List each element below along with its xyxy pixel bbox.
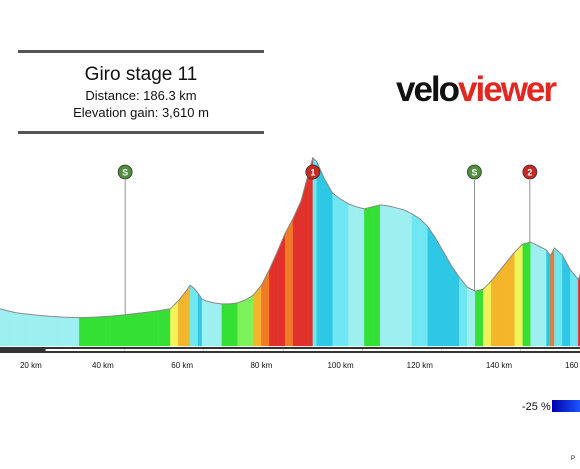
- profile-segment: [395, 207, 405, 347]
- profile-segment: [213, 302, 222, 347]
- profile-segment: [451, 265, 460, 347]
- marker-badge: [117, 164, 133, 180]
- profile-segment: [562, 254, 571, 347]
- x-tick-label: 160 km: [565, 361, 580, 370]
- x-tick-label: 60 km: [171, 361, 193, 370]
- profile-segment: [94, 315, 112, 347]
- profile-segment: [324, 178, 333, 347]
- profile-segment: [261, 269, 270, 347]
- profile-segment: [63, 316, 80, 347]
- profile-segment: [364, 206, 373, 347]
- profile-segment: [546, 249, 551, 347]
- marker-badge: [467, 164, 482, 180]
- profile-segment: [185, 284, 191, 347]
- profile-segment: [189, 284, 195, 347]
- profile-segment: [205, 300, 214, 347]
- profile-segment: [158, 308, 171, 347]
- profile-segment: [308, 157, 313, 347]
- profile-segment: [419, 218, 428, 347]
- gradient-legend-swatch: [552, 400, 580, 412]
- profile-segment: [47, 315, 64, 347]
- profile-segment: [126, 312, 143, 347]
- profile-segment: [110, 314, 127, 347]
- profile-segment: [15, 312, 32, 347]
- profile-segment: [514, 243, 523, 347]
- profile-segment: [443, 251, 452, 347]
- x-tick-label: 40 km: [92, 361, 114, 370]
- profile-segment: [554, 247, 563, 347]
- logo-part-velo: velo: [396, 70, 460, 109]
- x-tick-label: 140 km: [486, 361, 513, 370]
- axis-band-stripe: [45, 349, 125, 351]
- profile-segment: [411, 213, 420, 347]
- profile-outline: [0, 156, 580, 319]
- profile-segment: [292, 200, 302, 347]
- stage-elevation: Elevation gain: 3,610 m: [73, 105, 209, 120]
- profile-segment: [427, 225, 436, 347]
- profile-segment: [403, 209, 412, 347]
- profile-segment: [482, 280, 492, 347]
- profile-segment: [0, 308, 16, 347]
- profile-segment: [459, 276, 468, 347]
- stage-distance: Distance: 186.3 km: [85, 88, 197, 103]
- profile-segment: [201, 298, 207, 347]
- profile-segment: [312, 157, 317, 347]
- profile-segment: [332, 192, 341, 347]
- corner-mark: P: [571, 456, 576, 462]
- title-rule-bottom: [18, 131, 264, 134]
- marker-badge: [522, 164, 538, 180]
- profile-segment: [475, 288, 484, 347]
- profile-segment: [193, 287, 199, 347]
- axis-band-stripe: [283, 349, 363, 351]
- profile-segment: [530, 241, 539, 347]
- profile-segment: [435, 237, 444, 347]
- profile-segment: [221, 303, 230, 347]
- marker-badge: [305, 164, 321, 180]
- axis-band-stripe: [520, 349, 580, 351]
- profile-segment: [245, 294, 254, 347]
- title-rule-top: [18, 50, 264, 53]
- profile-segment: [522, 241, 531, 347]
- marker-label: S: [471, 168, 477, 178]
- profile-segment: [79, 316, 96, 347]
- profile-segment: [550, 247, 555, 347]
- profile-segment: [498, 261, 508, 347]
- axis-band-stripe: [124, 349, 204, 351]
- marker-label: S: [122, 168, 128, 178]
- profile-segment: [31, 314, 48, 347]
- profile-segment: [340, 198, 349, 347]
- title-box: Giro stage 11 Distance: 186.3 km Elevati…: [18, 50, 264, 136]
- logo-part-viewer: viewer: [458, 70, 557, 109]
- profile-segment: [237, 299, 246, 347]
- x-tick-label: 80 km: [250, 361, 272, 370]
- x-tick-label: 100 km: [327, 361, 354, 370]
- profile-segment: [356, 206, 365, 347]
- marker-label: 1: [310, 168, 315, 178]
- profile-segment: [229, 302, 238, 347]
- profile-segment: [348, 203, 357, 347]
- axis-band-stripe: [441, 349, 521, 351]
- profile-segment: [284, 218, 294, 347]
- axis-band-stripe: [362, 349, 442, 351]
- veloviewer-logo: veloviewer: [396, 70, 557, 110]
- profile-segment: [570, 269, 579, 347]
- axis-band-stripe: [203, 349, 283, 351]
- profile-segment: [506, 251, 515, 347]
- profile-segment: [253, 284, 262, 347]
- profile-segment: [197, 292, 203, 347]
- x-tick-label: 20 km: [20, 361, 42, 370]
- elevation-profile-chart: 20 km 40 km 60 km 80 km 100 km 120 km 140 km 16…: [0, 156, 580, 370]
- profile-segment: [142, 310, 159, 347]
- profile-segment: [372, 204, 381, 347]
- marker-label: 2: [527, 168, 532, 178]
- gradient-legend-label: -25 %: [522, 401, 551, 413]
- profile-segment: [380, 204, 389, 347]
- x-tick-label: 120 km: [407, 361, 434, 370]
- profile-segment: [387, 205, 397, 347]
- profile-segment: [316, 161, 325, 347]
- stage-title: Giro stage 11: [84, 64, 198, 85]
- profile-segment: [490, 271, 500, 347]
- profile-segment: [467, 286, 476, 347]
- profile-segment: [538, 245, 547, 347]
